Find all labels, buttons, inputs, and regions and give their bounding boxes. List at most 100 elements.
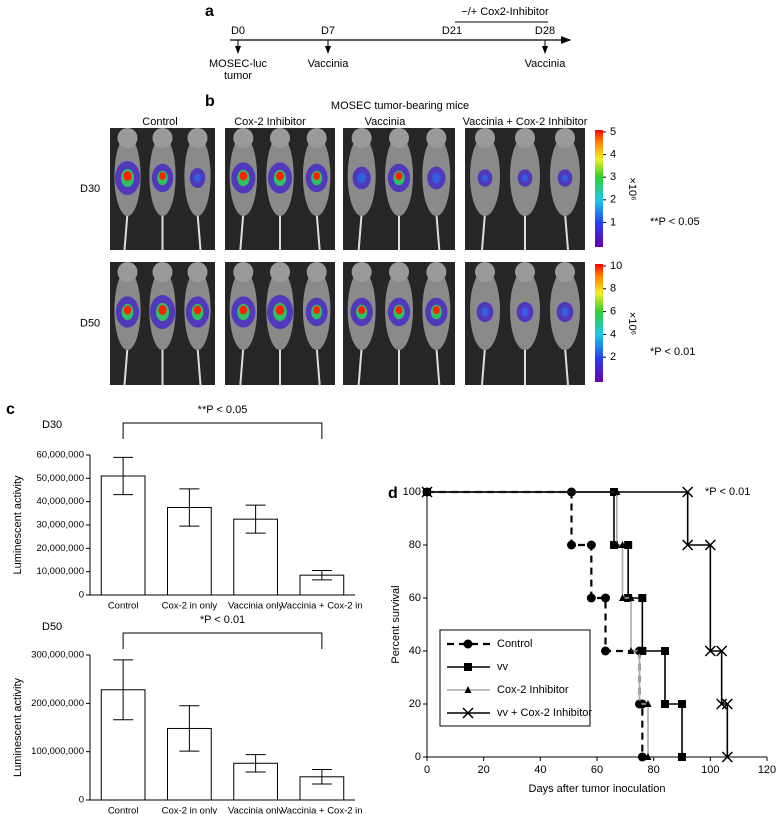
x-tick-label: 20 <box>478 764 490 776</box>
y-axis-label: Percent survival <box>390 585 402 663</box>
y-tick-label: 30,000,000 <box>36 520 84 531</box>
x-tick-label: Control <box>108 806 139 814</box>
marker <box>627 594 635 601</box>
x-tick-label: 60 <box>591 764 603 776</box>
marker <box>682 486 694 498</box>
signal-core <box>123 171 132 181</box>
x-tick-label: Cox-2 in only <box>162 601 218 612</box>
signal-core <box>239 305 248 315</box>
colorbar-tick-label: 8 <box>610 283 616 295</box>
marker <box>636 647 643 654</box>
signal-core <box>158 305 167 315</box>
signal-mid <box>521 307 529 317</box>
bar <box>100 475 146 596</box>
y-axis-label: Luminescent activity <box>12 475 24 575</box>
error-bar <box>245 754 266 773</box>
mouse-image <box>465 128 585 251</box>
mouse-image <box>343 262 455 386</box>
marker <box>661 647 669 655</box>
colorbar-tick-label: 3 <box>610 171 616 183</box>
error-bar <box>311 570 332 581</box>
signal-core <box>395 306 403 314</box>
signal-core <box>193 305 202 315</box>
group-label: Vaccinia + Cox-2 Inhibitor <box>463 116 588 128</box>
colorbar-scale: ×10⁶ <box>626 312 638 335</box>
marker <box>627 647 635 654</box>
colorbar-scale: ×10⁶ <box>626 177 638 200</box>
signal-core <box>159 172 166 180</box>
colorbar <box>595 264 603 382</box>
signal-core <box>432 306 440 314</box>
marker <box>636 700 643 707</box>
mouse-head <box>270 262 290 282</box>
day-label: D0 <box>231 25 245 37</box>
x-tick-label: 80 <box>648 764 660 776</box>
tail <box>481 346 486 386</box>
tail <box>435 346 441 386</box>
tail <box>315 212 321 251</box>
legend-label: vv <box>497 661 509 673</box>
mouse-image <box>225 262 335 386</box>
y-tick-label: 100 <box>403 486 421 498</box>
mouse-image <box>465 262 585 386</box>
group-label: Vaccinia <box>365 116 407 128</box>
marker <box>678 753 686 761</box>
colorbar-tick-label: 2 <box>610 351 616 363</box>
x-tick-label: 120 <box>758 764 776 776</box>
panel-label: a <box>205 3 214 20</box>
signal-mid <box>357 172 366 184</box>
day-label: D7 <box>321 25 335 37</box>
annotation: *P < 0.01 <box>200 614 245 626</box>
row-label: D30 <box>80 183 100 195</box>
signal-core <box>276 171 284 181</box>
x-tick-label: 100 <box>701 764 719 776</box>
day-label: D21 <box>442 25 462 37</box>
y-tick-label: 10,000,000 <box>36 566 84 577</box>
mouse-head <box>351 128 372 148</box>
marker <box>610 541 618 549</box>
signal-core <box>275 305 285 315</box>
x-axis-label: Days after tumor inoculation <box>529 783 666 795</box>
y-tick-label: 0 <box>415 751 421 763</box>
marker <box>586 593 596 603</box>
tail <box>564 346 569 386</box>
mouse-head <box>270 128 290 148</box>
colorbar-tick-label: 4 <box>610 149 616 161</box>
marker <box>638 647 647 655</box>
signal-core <box>358 306 366 314</box>
group-label: Cox-2 Inhibitor <box>234 116 306 128</box>
marker <box>613 541 621 548</box>
day-label: D28 <box>535 25 555 37</box>
mouse-head <box>187 262 208 282</box>
annotation: **P < 0.05 <box>198 404 248 416</box>
error-bar <box>179 705 200 752</box>
marker <box>637 752 647 762</box>
marker <box>421 486 433 498</box>
x-tick-label: Control <box>108 601 139 612</box>
chart-title: D30 <box>42 419 62 431</box>
panel-label: c <box>6 401 15 418</box>
mouse-head <box>306 128 327 148</box>
marker <box>721 751 733 763</box>
colorbar-tick-label: 6 <box>610 306 616 318</box>
panel-label: d <box>388 485 398 502</box>
legend-label: vv + Cox-2 Inhibitor <box>497 707 592 719</box>
marker <box>721 698 733 710</box>
tail <box>315 346 321 386</box>
mouse-head <box>515 128 535 148</box>
marker <box>678 700 686 708</box>
marker <box>716 645 728 657</box>
y-tick-label: 50,000,000 <box>36 473 84 484</box>
y-tick-label: 20,000,000 <box>36 543 84 554</box>
marker <box>644 753 652 760</box>
signal-mid <box>481 307 489 317</box>
panel-label: b <box>205 93 215 110</box>
marker <box>567 540 576 550</box>
x-tick-label: Vaccinia only <box>228 601 284 612</box>
mouse-image <box>110 262 215 386</box>
y-tick-label: 60 <box>409 592 421 604</box>
marker <box>624 541 633 549</box>
y-tick-label: 0 <box>79 795 84 806</box>
colorbar-tick-label: 2 <box>610 194 616 206</box>
mouse-head <box>152 128 173 148</box>
